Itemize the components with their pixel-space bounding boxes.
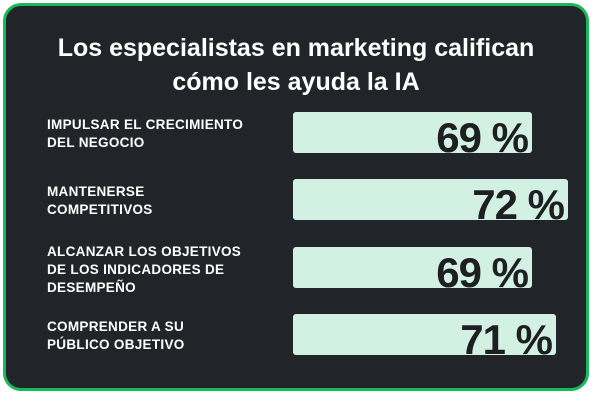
data-label-audience: 71 % bbox=[460, 316, 553, 363]
bar-label-line: COMPETITIVOS bbox=[47, 202, 153, 217]
bar-label-line: MANTENERSE bbox=[47, 184, 145, 199]
data-label-growth: 69 % bbox=[436, 114, 529, 161]
bar-label-competitive: MANTENERSE COMPETITIVOS bbox=[47, 183, 282, 219]
bar-label-line: IMPULSAR EL CRECIMIENTO bbox=[47, 117, 244, 132]
chart-card: Los especialistas en marketing califican… bbox=[3, 3, 589, 391]
bar-label-kpi: ALCANZAR LOS OBJETIVOS DE LOS INDICADORE… bbox=[47, 243, 282, 297]
chart-title-line-1: Los especialistas en marketing califican bbox=[57, 34, 535, 62]
bar-label-audience: COMPRENDER A SU PÚBLICO OBJETIVO bbox=[47, 318, 282, 354]
bar-label-line: DESEMPEÑO bbox=[47, 280, 136, 295]
bar-label-line: COMPRENDER A SU bbox=[47, 319, 185, 334]
chart-title: Los especialistas en marketing califican… bbox=[6, 31, 586, 99]
data-label-kpi: 69 % bbox=[436, 249, 529, 296]
bar-competitive: 72 % bbox=[293, 179, 568, 228]
bar-label-line: DEL NEGOCIO bbox=[47, 135, 145, 150]
bar-kpi: 69 % bbox=[293, 247, 532, 296]
chart-title-line-2: cómo les ayuda la IA bbox=[172, 68, 420, 96]
data-label-competitive: 72 % bbox=[472, 181, 565, 228]
bar-label-line: ALCANZAR LOS OBJETIVOS bbox=[47, 244, 242, 259]
bar-label-growth: IMPULSAR EL CRECIMIENTO DEL NEGOCIO bbox=[47, 116, 282, 152]
bar-label-line: PÚBLICO OBJETIVO bbox=[47, 337, 185, 352]
bar-growth: 69 % bbox=[293, 112, 532, 161]
bar-audience: 71 % bbox=[293, 314, 556, 363]
bar-label-line: DE LOS INDICADORES DE bbox=[47, 262, 225, 277]
